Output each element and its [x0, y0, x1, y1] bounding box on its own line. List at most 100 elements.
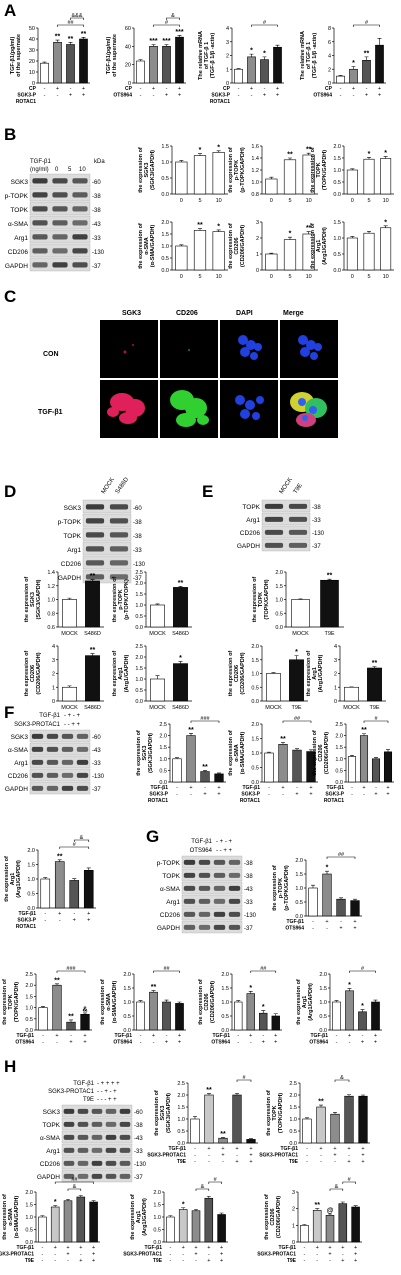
error-bar — [83, 1012, 87, 1015]
y-axis-label: (SGK3/GAPDH) — [148, 733, 154, 773]
y-axis-label: the expression of — [24, 651, 30, 697]
significance-mark: * — [217, 144, 220, 151]
y-tick-label: 2.5 — [135, 570, 143, 576]
treatment-sign: - — [169, 1252, 171, 1258]
treatment-sign: + — [217, 792, 220, 798]
blot-band — [228, 924, 241, 930]
bar — [362, 60, 371, 84]
y-tick-label: 3 — [52, 658, 55, 664]
blot-band — [76, 746, 89, 752]
treatment-sign: - — [250, 1040, 252, 1046]
bar — [85, 655, 100, 702]
significance-mark: ** — [306, 147, 312, 154]
y-tick-label: 1.0 — [319, 1000, 327, 1006]
comparison-mark: & — [171, 13, 175, 19]
chart-h1: 0.0 0.5 1.0 1.5 2.0 2.5 the expression of SGK3(… — [147, 1075, 258, 1165]
blot-strip — [181, 881, 243, 895]
y-axis-label: (CD206/GAPDH) — [240, 225, 246, 267]
y-axis-label: the expression of — [228, 223, 234, 269]
y-tick-label: 1 — [292, 1223, 295, 1229]
y-axis-label: CD206 — [234, 237, 240, 254]
treatment-sign: + — [339, 926, 342, 932]
dose-5: 5 — [68, 167, 72, 173]
blot-band — [109, 546, 129, 552]
comparison-bracket — [67, 1188, 82, 1191]
y-tick-label: 1.5 — [251, 658, 259, 664]
significance-mark: ** — [372, 660, 378, 667]
bar — [66, 1021, 76, 1031]
treatment-sign: + — [87, 918, 90, 924]
treatment-sign: + — [333, 1146, 336, 1152]
treatment-sign: + — [220, 1258, 223, 1264]
error-bar — [374, 757, 378, 759]
significance-mark: * — [179, 655, 182, 662]
blot-kda: -37 — [244, 926, 253, 932]
treatment-sign: + — [69, 93, 72, 99]
treatment-row-label: CP — [223, 86, 231, 92]
y-tick-label: 1.0 — [25, 1215, 33, 1221]
treatment-sign: + — [66, 1245, 69, 1251]
treatment-row-label: SGK3-P — [149, 792, 168, 798]
chart-a1: 0 10 20 30 40 50 TGF-β1(pg/ml) of the supernate… — [10, 13, 90, 105]
bar — [344, 1095, 354, 1144]
y-tick-label: 0.5 — [295, 900, 303, 906]
bar — [136, 60, 145, 84]
blot-protein-label: α-SMA — [8, 221, 29, 228]
blot-kda: -130 — [134, 1162, 147, 1168]
y-tick-label: 1.0 — [47, 598, 55, 604]
blot-band — [76, 733, 89, 739]
y-tick-label: 0.5 — [161, 256, 169, 262]
y-tick-label: 2 — [334, 672, 337, 678]
treatment-sign: + — [378, 86, 381, 92]
blot-kda: -130 — [312, 531, 325, 537]
y-tick-label: 1.5 — [221, 986, 229, 992]
treatment-sign: + — [386, 785, 389, 791]
treatment-row-label: OTS964 — [113, 1040, 132, 1046]
comparison-mark: # — [263, 20, 267, 26]
y-axis-label: (TOPK/GAPDH) — [14, 982, 20, 1022]
x-tick-label: 0 — [351, 198, 354, 204]
error-bar — [193, 1116, 197, 1119]
x-tick-label: MOCK — [343, 705, 360, 711]
error-bar — [67, 597, 72, 600]
treatment-sign: - — [190, 792, 192, 798]
y-axis-label: Arg1 — [312, 667, 318, 680]
blot-protein-label: p-TOPK — [58, 519, 82, 526]
y-tick-label: 1.0 — [333, 236, 341, 242]
x-tick-label: 5 — [198, 274, 201, 280]
blot-band — [198, 911, 211, 917]
bar — [193, 230, 207, 271]
blot-protein-label: GAPDH — [37, 1174, 60, 1181]
y-axis-label: the expression of — [112, 577, 118, 623]
treatment-sign: - — [264, 86, 266, 92]
treatment-row-label: ROTAC1 — [240, 798, 260, 804]
blot-band — [72, 234, 88, 240]
error-bar — [347, 1094, 351, 1097]
error-bar — [86, 867, 91, 871]
y-axis-label: the expression of — [24, 577, 30, 623]
y-tick-label: 2.0 — [161, 220, 169, 226]
y-tick-label: 1.5 — [319, 986, 327, 992]
y-axis-label: SGK3 — [144, 163, 150, 178]
tgf-label: TGF-β1 — [30, 159, 51, 165]
comparison-mark: # — [374, 716, 378, 722]
treatment-sign: + — [194, 1252, 197, 1258]
treatment-sign: + — [352, 86, 355, 92]
blot-kda: -38 — [133, 534, 142, 540]
bar — [358, 1011, 367, 1031]
comparison-bracket — [153, 24, 180, 27]
treatment-sign: + — [182, 1245, 185, 1251]
treatment-sign: - — [195, 1258, 197, 1264]
treatment-sign: - — [251, 93, 253, 99]
y-tick-label: 0 — [32, 81, 35, 87]
treatment-row-label: SGK3-PROTAC1 — [123, 1252, 162, 1258]
treatment-sign: + — [374, 1040, 377, 1046]
y-tick-label: 0.5 — [251, 766, 259, 772]
blot-protein-label: CD206 — [240, 530, 261, 537]
y-tick-label: 4 — [334, 644, 337, 650]
y-tick-label: 1.5 — [161, 232, 169, 238]
y-tick-label: 0.5 — [135, 614, 143, 620]
blot-band — [72, 178, 88, 184]
y-axis-label: (α-SMA/GAPDH) — [150, 225, 156, 268]
y-tick-label: 0.6 — [47, 625, 55, 631]
